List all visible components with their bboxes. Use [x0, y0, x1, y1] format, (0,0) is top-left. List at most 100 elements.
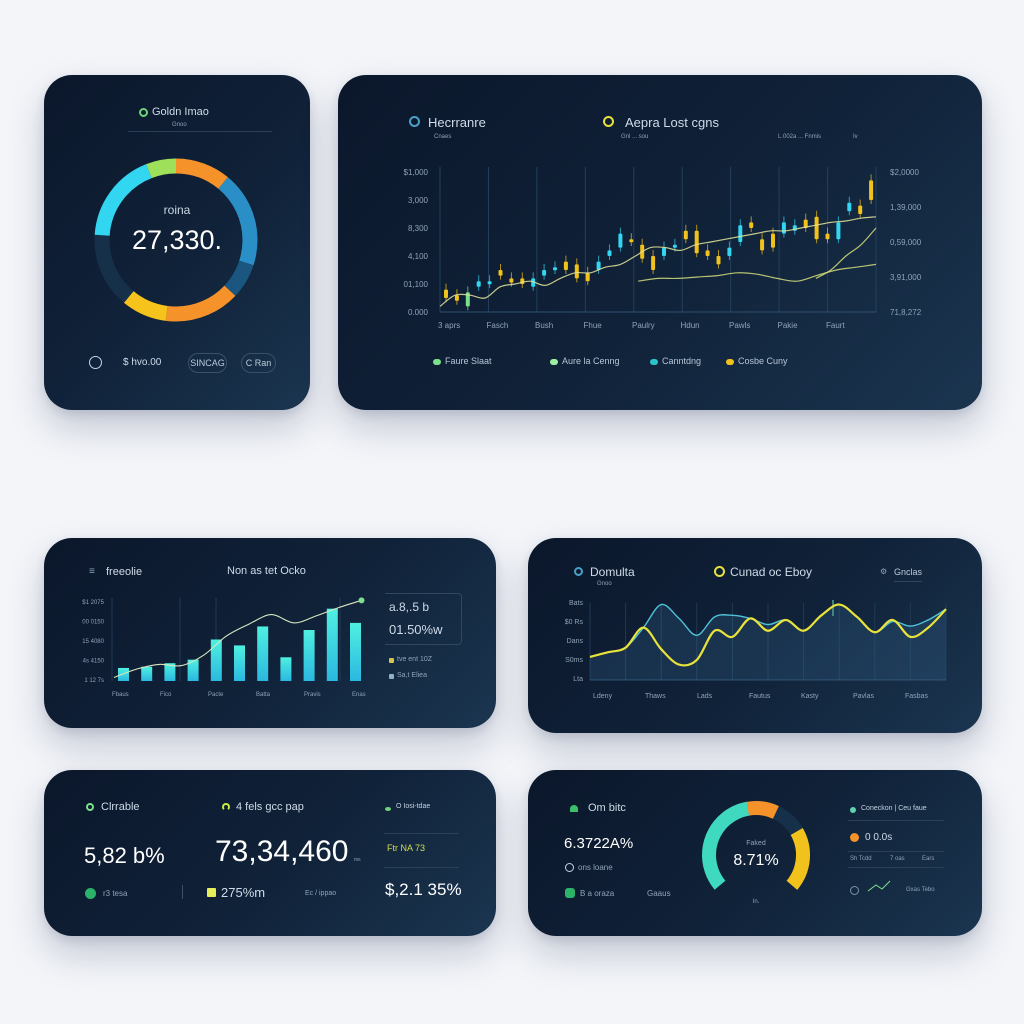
chart-subtitle: Gnl ... sou [621, 134, 649, 140]
divider [848, 820, 944, 821]
candle [629, 239, 634, 243]
status-dot [850, 807, 856, 813]
legend-label[interactable]: Canntdng [662, 356, 702, 366]
candle [716, 256, 721, 265]
candle [444, 289, 448, 298]
candle [487, 281, 492, 285]
y-tick-label: S0ms [565, 657, 583, 664]
x-tick-label: Lads [697, 693, 713, 700]
candle [574, 264, 579, 279]
x-tick-label: Fasbas [905, 693, 928, 700]
donut-segment [94, 158, 258, 322]
kpi-1-footer: r3 tesa [103, 889, 128, 898]
y-tick-label: 01,100 [404, 280, 429, 289]
options-button[interactable]: Gnclas [894, 567, 923, 582]
y-right-tick-label: 0,59,000 [890, 238, 922, 247]
status-icon [570, 805, 578, 812]
gauge-card: Om bitc 6.3722A% ons loane B a oraza Gaa… [528, 770, 982, 936]
legend-label[interactable]: Faure Slaat [445, 356, 492, 366]
right-row-3c: Ears [922, 856, 935, 862]
x-tick-label: Pravis [304, 692, 321, 698]
y-tick-label: 00 0150 [82, 620, 104, 626]
gauge-chart [702, 801, 891, 910]
summary-value-1: a.8,.5 b [389, 600, 430, 614]
legend-label[interactable]: Aure la Cenng [562, 356, 620, 366]
expand-label[interactable]: Iv [853, 134, 858, 140]
wave-line-chart: Bats $0 Rs Dans S0ms Lta Ldeny Thaws Lads Fautus… [565, 600, 947, 700]
market-chart-card: Hecrranre Cnaes Aepra Lost cgns Gnl ... … [338, 75, 982, 410]
kpi-2-footer: 275%m [221, 885, 266, 900]
status-icon [574, 567, 583, 576]
candle [803, 219, 808, 228]
divider [848, 851, 944, 852]
search-icon[interactable] [409, 116, 420, 127]
bar [141, 666, 153, 681]
shield-icon [850, 886, 859, 895]
x-tick-label: Thaws [645, 693, 666, 700]
chart-title: Aepra Lost cgns [625, 115, 719, 130]
sync-button[interactable]: SINCAG [188, 353, 227, 373]
donut-segment [94, 158, 258, 322]
candle [553, 267, 557, 271]
y-tick-label: 0.000 [408, 308, 429, 317]
target-icon [714, 566, 725, 577]
y-right-tick-label: $2,0000 [890, 168, 919, 177]
series-line [589, 603, 947, 667]
bar [303, 630, 315, 681]
candle [749, 222, 754, 228]
divider [384, 833, 459, 834]
kpi-3-mini-chart: Ftr NA 73 [387, 843, 426, 853]
bar-chart: $1 2075 00 0150 15 4080 4s 4150 1 12 7s Fbaus… [82, 597, 366, 698]
range-label[interactable]: L.002a ... Fnmis [778, 134, 822, 140]
candle [542, 270, 547, 276]
legend-label[interactable]: Cosbe Cuny [738, 356, 788, 366]
gauge-fill [702, 801, 810, 910]
x-tick-label: Pakie [778, 321, 799, 330]
candle [781, 222, 786, 234]
y-right-tick-label: 71,8,272 [890, 308, 922, 317]
candle [694, 230, 699, 254]
card-title: Hecrranre [428, 115, 486, 130]
footer-label-2[interactable]: Gaaus [647, 889, 671, 898]
range-button[interactable]: C Ran [241, 353, 276, 373]
x-tick-label: Bush [535, 321, 553, 330]
x-tick-label: Pawls [729, 321, 750, 330]
y-tick-label: Bats [569, 600, 584, 607]
trend-line [113, 599, 362, 678]
kpi-2-unit: ms [354, 857, 361, 863]
settings-icon[interactable]: ⚙ [880, 567, 888, 576]
bar [118, 667, 129, 681]
y-tick-label: $0 Rs [565, 619, 584, 626]
y-tick-label: 4,100 [408, 252, 429, 261]
bar [326, 608, 338, 681]
legend-label: Sa,t Eliea [397, 672, 427, 679]
candle [531, 278, 536, 287]
chart-title: Non as tet Ocko [227, 565, 306, 577]
menu-icon[interactable]: ≡ [89, 566, 95, 577]
status-dot [385, 807, 391, 811]
legend-swatch [550, 359, 558, 365]
y-tick-label: $1 2075 [82, 600, 104, 606]
candle [836, 222, 841, 240]
gauge-label: Faked [746, 840, 766, 847]
status-icon [139, 108, 148, 117]
bar [280, 657, 292, 681]
refresh-icon[interactable] [89, 356, 102, 369]
trend-line-2 [815, 227, 877, 279]
bar [187, 659, 199, 681]
card-subtitle: Gnoo [597, 581, 612, 587]
x-tick-label: Fbaus [112, 692, 129, 698]
kpi-1-title: Clrrable [101, 801, 140, 813]
x-tick-label: Batta [256, 692, 271, 698]
gauge-kpi-sub: ons loane [578, 863, 613, 872]
y-right-tick-label: 3,91,000 [890, 273, 922, 282]
y-right-tick-label: 1,39,000 [890, 203, 922, 212]
area-fill [590, 604, 946, 680]
legend-label: tve ent 10Z [397, 656, 433, 663]
kpi-card: Clrrable 5,82 b% r3 tesa 4 fels gcc pap … [44, 770, 496, 936]
x-tick-label: 3 aprs [438, 321, 460, 330]
x-tick-label: Fasch [487, 321, 509, 330]
card-title: freeolie [106, 566, 143, 578]
divider [384, 867, 459, 868]
trend-line [439, 216, 877, 307]
